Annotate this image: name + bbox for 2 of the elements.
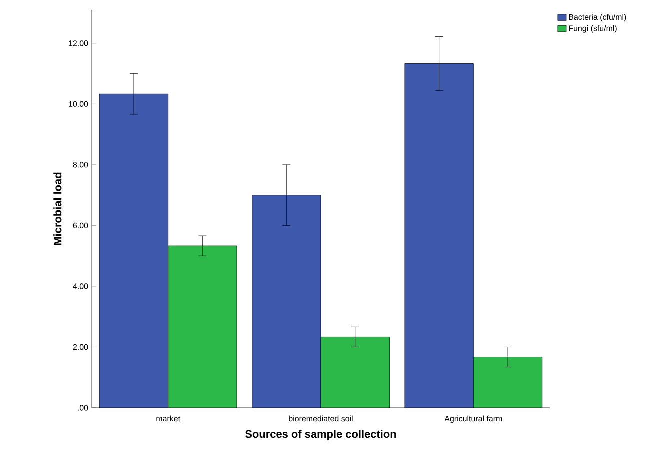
y-axis-title: Microbial load — [54, 172, 62, 246]
x-axis-title: Sources of sample collection — [245, 430, 396, 440]
